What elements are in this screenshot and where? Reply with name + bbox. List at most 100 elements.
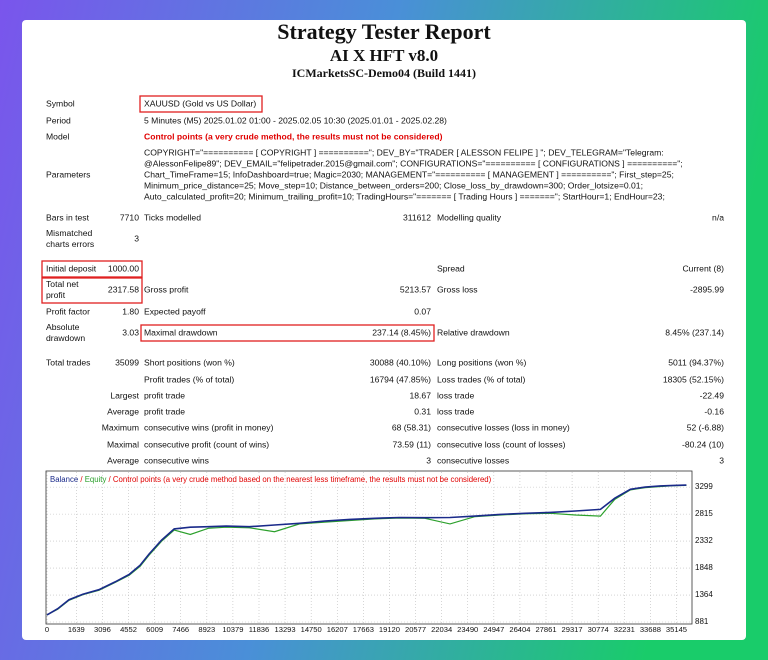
row-value: 52 (-6.88) — [687, 422, 724, 432]
x-tick-label: 19120 — [379, 625, 400, 634]
row-label: Total trades — [46, 357, 90, 367]
row-label: consecutive loss (count of losses) — [437, 439, 566, 449]
y-tick-label: 1364 — [695, 590, 713, 599]
x-tick-label: 3096 — [94, 625, 111, 634]
x-tick-label: 0 — [45, 625, 49, 634]
x-tick-label: 10379 — [222, 625, 243, 634]
x-tick-label: 20577 — [405, 625, 426, 634]
legend-entry: Equity — [85, 475, 107, 484]
row-value: 2317.58 — [108, 284, 139, 294]
x-tick-label: 24947 — [483, 625, 504, 634]
parameter-line: Chart_TimeFrame=15; InfoDashboard=true; … — [144, 169, 674, 179]
row-label: Long positions (won %) — [437, 357, 526, 367]
row-value: 0.07 — [414, 306, 431, 316]
row-label: profit trade — [144, 406, 185, 416]
row-label: Average — [107, 455, 139, 465]
row-value: 311612 — [403, 212, 431, 222]
row-label: Spread — [437, 263, 465, 273]
row-label: Mismatched — [46, 228, 93, 238]
row-label: Total net — [46, 279, 79, 289]
x-tick-label: 35145 — [666, 625, 687, 634]
row-value: 1000.00 — [108, 263, 139, 273]
row-label: profit trade — [144, 390, 185, 400]
x-tick-label: 30774 — [588, 625, 609, 634]
row-label: Gross profit — [144, 284, 189, 294]
row-label: Profit factor — [46, 306, 90, 316]
row-label: loss trade — [437, 406, 474, 416]
row-value: 5213.57 — [400, 284, 431, 294]
row-text: XAUUSD (Gold vs US Dollar) — [144, 98, 256, 108]
parameter-line: Auto_calculated_profit=20; Minimum_trail… — [144, 191, 665, 201]
x-tick-label: 33688 — [640, 625, 661, 634]
row-label: Maximal — [107, 439, 139, 449]
x-tick-label: 4552 — [120, 625, 137, 634]
series-line — [46, 484, 687, 616]
row-label: drawdown — [46, 333, 85, 343]
x-tick-label: 11836 — [249, 625, 270, 634]
x-tick-label: 27861 — [535, 625, 556, 634]
parameter-line: @AlessonFelipe89"; DEV_EMAIL="felipetrad… — [144, 158, 683, 168]
chart-frame — [45, 470, 693, 625]
row-value: -2895.99 — [690, 284, 724, 294]
legend-note: Control points (a very crude method base… — [113, 475, 492, 484]
row-value: 3.03 — [122, 327, 139, 337]
row-label: charts errors — [46, 239, 94, 249]
x-tick-label: 23490 — [457, 625, 478, 634]
legend-entry: Balance — [50, 475, 78, 484]
row-label: consecutive losses — [437, 455, 509, 465]
legend: Balance / Equity / Control points (a ver… — [50, 475, 492, 484]
row-value: 30088 (40.10%) — [370, 357, 431, 367]
row-label: Period — [46, 115, 71, 125]
x-tick-label: 26404 — [509, 625, 530, 634]
x-tick-label: 29317 — [562, 625, 583, 634]
y-tick-label: 3299 — [695, 482, 713, 491]
row-label: Gross loss — [437, 284, 478, 294]
legend-separator: / — [80, 475, 83, 484]
row-value: 18305 (52.15%) — [663, 374, 724, 384]
parameter-line: COPYRIGHT="========== [ COPYRIGHT ] ====… — [144, 147, 664, 157]
y-tick-label: 2815 — [695, 509, 713, 518]
x-tick-label: 17663 — [353, 625, 374, 634]
server: ICMarketsSC-Demo04 (Build 1441) — [292, 66, 476, 80]
row-label: Model — [46, 131, 69, 141]
highlight-box — [41, 260, 143, 278]
row-value: 1.80 — [122, 306, 139, 316]
highlight-box — [139, 95, 263, 113]
row-value: 3 — [719, 455, 724, 465]
x-tick-label: 32231 — [614, 625, 635, 634]
row-label: Maximal drawdown — [144, 327, 218, 337]
highlight-box — [140, 324, 435, 342]
row-label: Symbol — [46, 98, 75, 108]
row-value: 35099 — [115, 357, 139, 367]
row-value: 0.31 — [414, 406, 431, 416]
row-label: Initial deposit — [46, 263, 97, 273]
row-value: 5011 (94.37%) — [668, 357, 724, 367]
row-label: Modelling quality — [437, 212, 502, 222]
row-label: Absolute — [46, 322, 80, 332]
x-tick-label: 6009 — [146, 625, 163, 634]
row-label: Average — [107, 406, 139, 416]
title: Strategy Tester Report — [277, 19, 491, 44]
y-tick-label: 2332 — [695, 536, 713, 545]
legend-separator: / — [109, 475, 112, 484]
row-value: 8.45% (237.14) — [665, 327, 724, 337]
row-value: 3 — [426, 455, 431, 465]
row-label: Loss trades (% of total) — [437, 374, 526, 384]
x-tick-label: 16207 — [327, 625, 348, 634]
row-value: n/a — [712, 212, 724, 222]
row-value: 16794 (47.85%) — [370, 374, 431, 384]
row-value: Current (8) — [682, 263, 724, 273]
row-label: Largest — [110, 390, 139, 400]
x-tick-label: 1639 — [68, 625, 85, 634]
row-value: -0.16 — [704, 406, 724, 416]
row-value: 18.67 — [409, 390, 431, 400]
y-tick-label: 881 — [695, 617, 709, 626]
row-value: 73.59 (11) — [392, 439, 431, 449]
x-tick-label: 13293 — [275, 625, 296, 634]
row-label: consecutive profit (count of wins) — [144, 439, 269, 449]
x-tick-label: 22034 — [431, 625, 452, 634]
row-label: Short positions (won %) — [144, 357, 235, 367]
row-label: Parameters — [46, 169, 90, 179]
